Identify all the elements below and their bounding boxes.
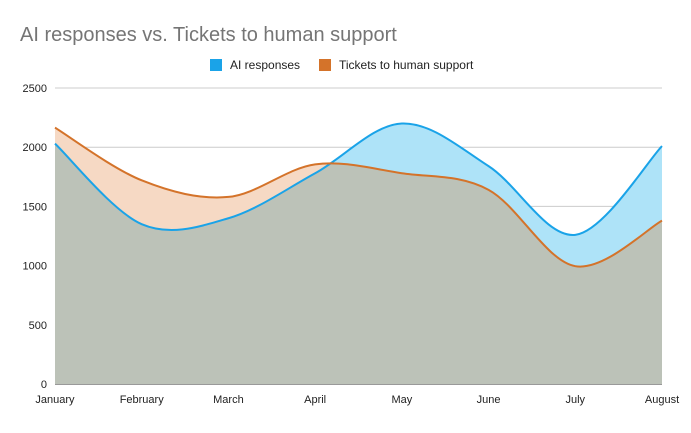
legend-label-ai-responses: AI responses (230, 58, 300, 72)
legend-swatch-tickets-to-human-support (319, 59, 331, 71)
x-tick-label: August (645, 394, 679, 406)
y-tick-label: 2000 (23, 142, 47, 154)
x-tick-label: March (213, 394, 244, 406)
legend-label-tickets-to-human-support: Tickets to human support (339, 58, 474, 72)
x-tick-label: February (120, 394, 165, 406)
y-tick-label: 1000 (23, 261, 47, 273)
y-tick-label: 500 (29, 320, 47, 332)
legend-swatch-ai-responses (210, 59, 222, 71)
y-tick-label: 0 (41, 379, 47, 391)
y-axis-tick-labels: 0 500 1000 1500 2000 2500 (23, 83, 47, 391)
x-axis-tick-labels: January February March April May June July Augu… (35, 394, 679, 406)
series-line-ai-responses (54, 122, 663, 236)
series-line-tickets-to-human-support (54, 126, 663, 268)
line-series (54, 122, 663, 268)
x-tick-label: June (477, 394, 501, 406)
area-overlap-fill (55, 127, 662, 384)
x-tick-label: April (304, 394, 326, 406)
legend: AI responses Tickets to human support (210, 58, 474, 72)
x-tick-label: January (35, 394, 75, 406)
x-tick-label: July (566, 394, 586, 406)
y-tick-label: 2500 (23, 83, 47, 95)
x-tick-label: May (391, 394, 412, 406)
y-tick-label: 1500 (23, 201, 47, 213)
chart-title: AI responses vs. Tickets to human suppor… (20, 24, 397, 46)
area-series (55, 123, 662, 385)
